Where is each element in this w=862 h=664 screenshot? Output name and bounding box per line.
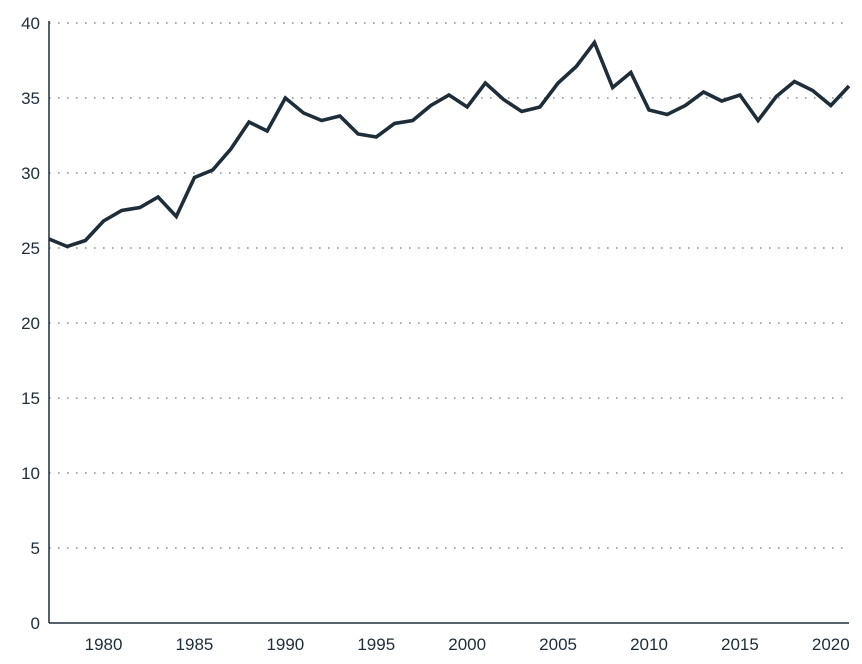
y-tick-label: 10 bbox=[21, 464, 40, 483]
x-tick-label: 1990 bbox=[266, 635, 304, 654]
x-tick-label: 1995 bbox=[357, 635, 395, 654]
gridlines bbox=[49, 22, 849, 549]
x-axis-ticks: 1980 1985 1990 1995 2000 2005 2010 2015 2020 bbox=[85, 635, 850, 654]
y-tick-label: 15 bbox=[21, 389, 40, 408]
x-tick-label: 2010 bbox=[630, 635, 668, 654]
y-tick-label: 40 bbox=[21, 14, 40, 33]
y-tick-label: 0 bbox=[31, 614, 40, 633]
y-tick-label: 5 bbox=[31, 539, 40, 558]
x-tick-label: 2020 bbox=[812, 635, 850, 654]
series-line bbox=[48, 38, 851, 249]
x-tick-label: 1980 bbox=[85, 635, 123, 654]
x-tick-label: 2000 bbox=[448, 635, 486, 654]
x-tick-label: 2005 bbox=[539, 635, 577, 654]
y-tick-label: 35 bbox=[21, 89, 40, 108]
series-group bbox=[48, 38, 851, 249]
y-axis-ticks: 0 5 10 15 20 25 30 35 40 bbox=[21, 14, 40, 633]
x-tick-label: 2015 bbox=[721, 635, 759, 654]
y-tick-label: 20 bbox=[21, 314, 40, 333]
y-tick-label: 30 bbox=[21, 164, 40, 183]
y-tick-label: 25 bbox=[21, 239, 40, 258]
x-tick-label: 1985 bbox=[176, 635, 214, 654]
